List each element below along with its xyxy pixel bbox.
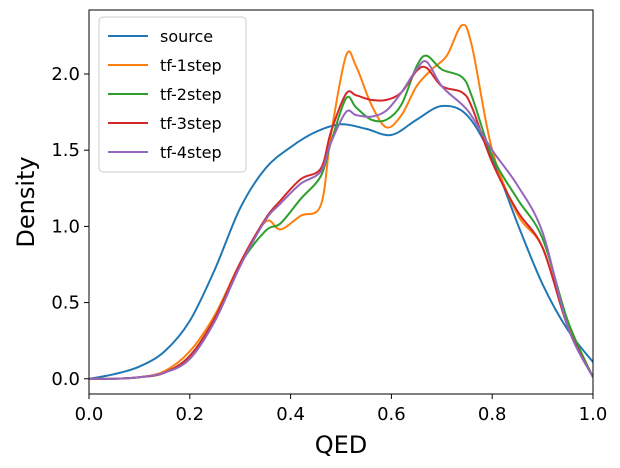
- x-axis-label: QED: [315, 431, 368, 459]
- plot-lines: [89, 23, 593, 380]
- y-tick-label: 1.0: [51, 216, 80, 237]
- legend-label-source: source: [160, 27, 213, 46]
- x-tick-label: 1.0: [579, 404, 608, 425]
- legend-label-tf-4step: tf-4step: [160, 143, 222, 162]
- x-tick-label: 0.4: [276, 404, 305, 425]
- y-tick-label: 2.0: [51, 64, 80, 85]
- legend-label-tf-1step: tf-1step: [160, 56, 222, 75]
- x-tick-label: 0.0: [75, 404, 104, 425]
- series-line-tf-4step: [89, 60, 593, 380]
- legend-label-tf-3step: tf-3step: [160, 114, 222, 133]
- y-axis-label: Density: [12, 156, 40, 247]
- y-axis: 0.0 0.5 1.0 1.5 2.0: [51, 64, 89, 390]
- x-tick-label: 0.2: [175, 404, 204, 425]
- legend-label-tf-2step: tf-2step: [160, 85, 222, 104]
- legend: source tf-1step tf-2step tf-3step tf-4step: [98, 16, 247, 173]
- x-axis: 0.0 0.2 0.4 0.6 0.8 1.0: [75, 394, 608, 425]
- x-tick-label: 0.6: [377, 404, 406, 425]
- x-tick-label: 0.8: [478, 404, 507, 425]
- y-tick-label: 0.5: [51, 293, 80, 314]
- series-line-tf-3step: [89, 65, 593, 380]
- y-tick-label: 1.5: [51, 140, 80, 161]
- legend-box: [98, 16, 247, 173]
- series-line-tf-1step: [89, 23, 593, 380]
- plot-frame: [88, 9, 594, 395]
- series-line-source: [89, 104, 593, 380]
- y-tick-label: 0.0: [51, 369, 80, 390]
